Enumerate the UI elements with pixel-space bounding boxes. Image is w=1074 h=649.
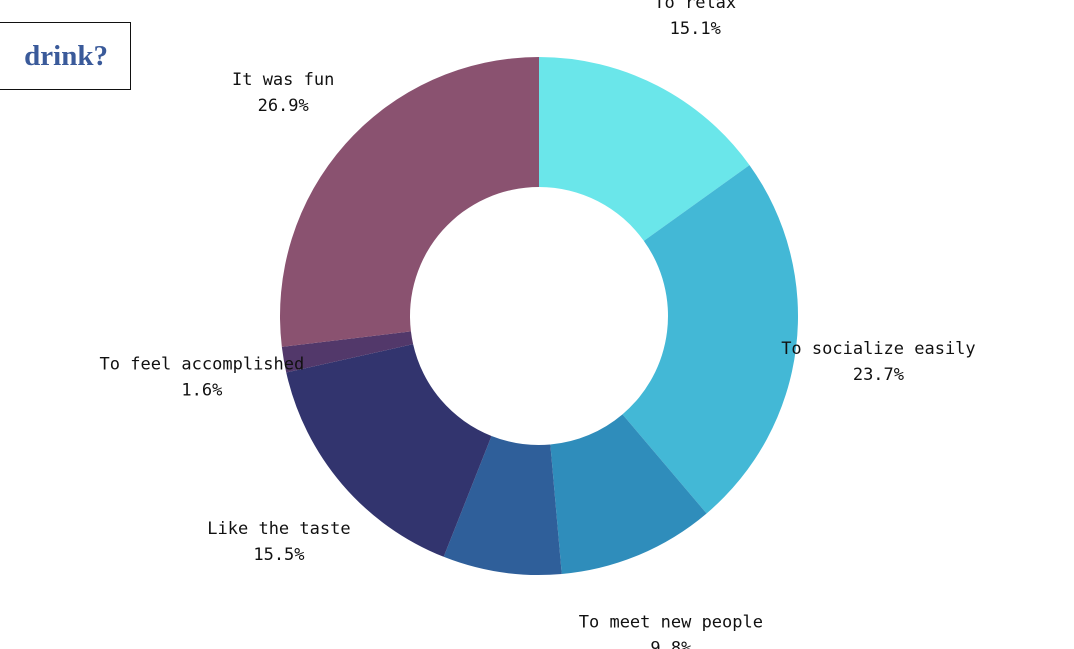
donut-slices — [280, 56, 798, 575]
slice-label-name: To socialize easily — [781, 339, 975, 359]
slice-label-name: To feel accomplished — [100, 355, 305, 375]
slice-to-relax — [539, 57, 750, 241]
slice-label-to-feel-accomplished: To feel accomplished 1.6% — [100, 355, 305, 401]
slice-label-percent: 15.1% — [670, 19, 721, 39]
slice-label-name: It was fun — [232, 70, 334, 90]
slice-label-it-was-fun: It was fun 26.9% — [232, 70, 334, 116]
slice-label-to-meet-new-people: To meet new people 9.8% — [579, 613, 763, 649]
slice-label-percent: 15.5% — [253, 545, 304, 565]
slice-to-feel-accomplished — [281, 331, 414, 373]
slice-label-percent: 1.6% — [181, 381, 222, 401]
slice-to-socialize-easily — [622, 165, 798, 514]
slice-it-was-fun — [280, 56, 539, 347]
slice-label-name: To meet new people — [579, 613, 763, 633]
slice-label-like-the-taste: Like the taste 15.5% — [207, 519, 350, 565]
slice-label-to-relax: To relax 15.1% — [654, 0, 736, 39]
slice-label-percent: 26.9% — [258, 96, 309, 116]
slice-unlabeled-3 — [443, 435, 562, 575]
slice-label-to-socialize-easily: To socialize easily 23.7% — [781, 339, 975, 385]
slice-label-percent: 23.7% — [853, 365, 904, 385]
slice-label-name: To relax — [654, 0, 736, 13]
chart-title-box: drink? — [0, 22, 131, 90]
slice-label-name: Like the taste — [207, 519, 350, 539]
slice-label-percent: 9.8% — [650, 639, 691, 649]
chart-title: drink? — [24, 40, 108, 72]
slice-like-the-taste — [286, 344, 492, 557]
slice-to-meet-new-people — [550, 414, 707, 574]
